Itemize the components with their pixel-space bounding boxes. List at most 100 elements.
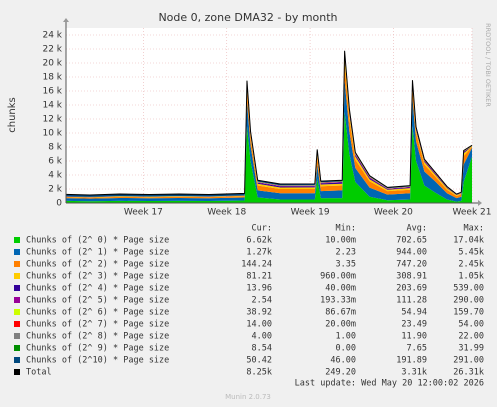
legend-stat: 249.20 (325, 368, 356, 378)
x-tick-label: Week 21 (453, 208, 492, 218)
legend-label: Chunks of (2^ 5) * Page size (26, 296, 169, 306)
legend-swatch (14, 369, 20, 375)
plot-area (66, 28, 472, 203)
legend-stat: 3.31k (401, 368, 427, 378)
legend-stat: 1.05k (458, 272, 484, 282)
legend-label: Chunks of (2^ 9) * Page size (26, 344, 169, 354)
y-tick-label: 20 k (42, 59, 62, 69)
legend-stat: 0.00 (336, 344, 356, 354)
legend-stat: 3.35 (336, 260, 356, 270)
legend-stat: 960.00m (320, 272, 356, 282)
axis-arrow (63, 18, 69, 22)
area (66, 112, 472, 203)
y-tick-label: 22 k (42, 45, 62, 55)
legend-stat: 159.70 (453, 308, 484, 318)
legend-label: Chunks of (2^ 6) * Page size (26, 308, 169, 318)
last-update: Last update: Wed May 20 12:00:02 2026 (295, 379, 484, 389)
legend-swatch (14, 297, 20, 303)
y-tick-label: 18 k (42, 73, 62, 83)
legend-swatch (14, 261, 20, 267)
legend-stat: 193.33m (320, 296, 356, 306)
legend-stat: 1.00 (336, 332, 356, 342)
legend-label: Chunks of (2^ 7) * Page size (26, 320, 169, 330)
legend-label: Chunks of (2^10) * Page size (26, 356, 169, 366)
legend-label: Chunks of (2^ 3) * Page size (26, 272, 169, 282)
y-tick-label: 12 k (42, 115, 62, 125)
legend-stat: 31.99 (458, 344, 484, 354)
x-tick-label: Week 20 (374, 208, 413, 218)
legend-stat: 26.31k (453, 368, 484, 378)
legend-swatch (14, 285, 20, 291)
x-tick-label: Week 17 (124, 208, 163, 218)
legend-stat: 1.27k (246, 248, 272, 258)
legend-header: Cur: (252, 224, 272, 234)
legend-label: Total (26, 368, 52, 378)
legend-stat: 8.54 (252, 344, 272, 354)
y-tick-label: 14 k (42, 101, 62, 111)
legend-stat: 308.91 (396, 272, 427, 282)
legend-swatch (14, 249, 20, 255)
legend-stat: 4.00 (252, 332, 272, 342)
legend-stat: 50.42 (246, 356, 272, 366)
axis-arrow (478, 200, 482, 206)
legend-stat: 2.54 (252, 296, 272, 306)
legend-header: Avg: (407, 224, 427, 234)
legend-stat: 20.00m (325, 320, 356, 330)
legend-stat: 7.65 (407, 344, 427, 354)
y-axis-label: chunks (7, 97, 18, 133)
legend-stat: 40.00m (325, 284, 356, 294)
y-tick-label: 8 k (48, 143, 63, 153)
legend-stat: 86.67m (325, 308, 356, 318)
legend-stat: 5.45k (458, 248, 484, 258)
legend-stat: 54.00 (458, 320, 484, 330)
legend-swatch (14, 333, 20, 339)
legend-stat: 11.90 (401, 332, 427, 342)
chart-title: Node 0, zone DMA32 - by month (158, 11, 337, 24)
legend-stat: 191.89 (396, 356, 427, 366)
legend-header: Max: (464, 224, 484, 234)
legend-stat: 2.23 (336, 248, 356, 258)
legend-stat: 702.65 (396, 236, 427, 246)
y-tick-label: 4 k (48, 171, 63, 181)
legend-stat: 8.25k (246, 368, 272, 378)
legend-stat: 290.00 (453, 296, 484, 306)
total-line (65, 50, 473, 196)
y-tick-label: 2 k (48, 185, 63, 195)
legend-swatch (14, 237, 20, 243)
side-note: RRDTOOL / TOBI OETIKER (484, 23, 492, 107)
legend-stat: 54.94 (401, 308, 427, 318)
legend-swatch (14, 273, 20, 279)
y-tick-label: 0 (56, 199, 62, 209)
legend-stat: 291.00 (453, 356, 484, 366)
y-tick-label: 24 k (42, 31, 62, 41)
legend-swatch (14, 309, 20, 315)
legend-stat: 23.49 (401, 320, 427, 330)
legend-stat: 13.96 (246, 284, 272, 294)
y-tick-label: 10 k (42, 129, 62, 139)
legend-stat: 539.00 (453, 284, 484, 294)
legend-stat: 6.62k (246, 236, 272, 246)
legend-stat: 203.69 (396, 284, 427, 294)
legend-stat: 46.00 (330, 356, 356, 366)
legend-swatch (14, 345, 20, 351)
legend-swatch (14, 321, 20, 327)
legend-header: Min: (336, 224, 356, 234)
legend-label: Chunks of (2^ 0) * Page size (26, 236, 169, 246)
legend-stat: 944.00 (396, 248, 427, 258)
area (66, 80, 472, 202)
legend-stat: 81.21 (246, 272, 272, 282)
legend-stat: 14.00 (246, 320, 272, 330)
legend-label: Chunks of (2^ 2) * Page size (26, 260, 169, 270)
legend-stat: 17.04k (453, 236, 484, 246)
legend-swatch (14, 357, 20, 363)
legend-label: Chunks of (2^ 8) * Page size (26, 332, 169, 342)
legend-stat: 111.28 (396, 296, 427, 306)
legend-stat: 2.45k (458, 260, 484, 270)
y-tick-label: 6 k (48, 157, 63, 167)
legend-label: Chunks of (2^ 1) * Page size (26, 248, 169, 258)
x-tick-label: Week 18 (207, 208, 246, 218)
legend-stat: 144.24 (241, 260, 272, 270)
y-tick-label: 16 k (42, 87, 62, 97)
x-tick-label: Week 19 (291, 208, 330, 218)
legend-label: Chunks of (2^ 4) * Page size (26, 284, 169, 294)
